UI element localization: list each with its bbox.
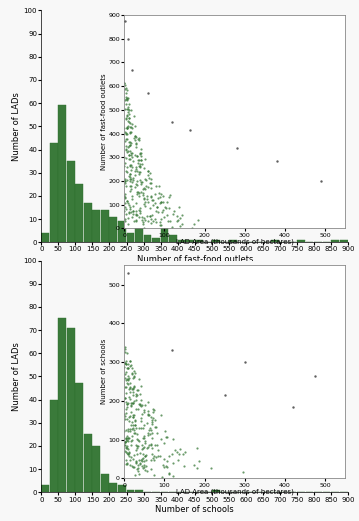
Bar xyxy=(50,400,58,492)
Bar xyxy=(50,143,58,242)
Bar xyxy=(186,240,194,242)
Bar xyxy=(84,203,92,242)
Bar xyxy=(109,217,117,242)
X-axis label: Number of schools: Number of schools xyxy=(155,505,234,514)
Bar xyxy=(109,483,117,492)
Bar xyxy=(340,240,348,242)
X-axis label: Number of fast-food outlets: Number of fast-food outlets xyxy=(136,255,253,264)
Y-axis label: Number of LADs: Number of LADs xyxy=(12,342,21,411)
Bar xyxy=(75,383,83,492)
Bar xyxy=(144,235,151,242)
Bar xyxy=(58,105,66,242)
Bar xyxy=(178,240,186,242)
Bar xyxy=(195,240,202,242)
Y-axis label: Number of LADs: Number of LADs xyxy=(12,92,21,161)
Bar xyxy=(118,221,126,242)
Bar xyxy=(169,235,177,242)
Bar xyxy=(135,224,143,242)
Bar xyxy=(84,435,92,492)
Bar xyxy=(67,328,75,492)
Bar xyxy=(58,318,66,492)
Bar xyxy=(75,184,83,242)
Bar xyxy=(127,490,134,492)
Bar xyxy=(271,240,279,242)
Bar xyxy=(229,240,237,242)
Bar xyxy=(212,490,220,492)
Bar xyxy=(101,474,109,492)
Bar xyxy=(152,238,160,242)
Bar xyxy=(41,233,49,242)
Bar xyxy=(93,210,100,242)
Bar xyxy=(101,210,109,242)
Bar xyxy=(135,490,143,492)
Bar xyxy=(67,161,75,242)
Bar xyxy=(41,486,49,492)
Bar xyxy=(93,446,100,492)
Bar xyxy=(331,240,339,242)
Bar xyxy=(127,233,134,242)
Bar xyxy=(118,486,126,492)
Bar xyxy=(161,224,168,242)
Bar xyxy=(297,240,305,242)
Bar xyxy=(212,240,220,242)
